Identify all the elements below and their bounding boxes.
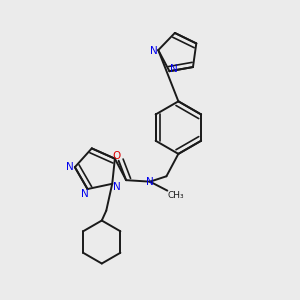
Text: O: O [112,151,120,161]
Text: N: N [146,177,154,187]
Text: CH₃: CH₃ [168,191,184,200]
Text: N: N [66,162,74,172]
Text: N: N [81,189,89,200]
Text: N: N [150,46,158,56]
Text: N: N [170,64,178,74]
Text: N: N [113,182,121,192]
